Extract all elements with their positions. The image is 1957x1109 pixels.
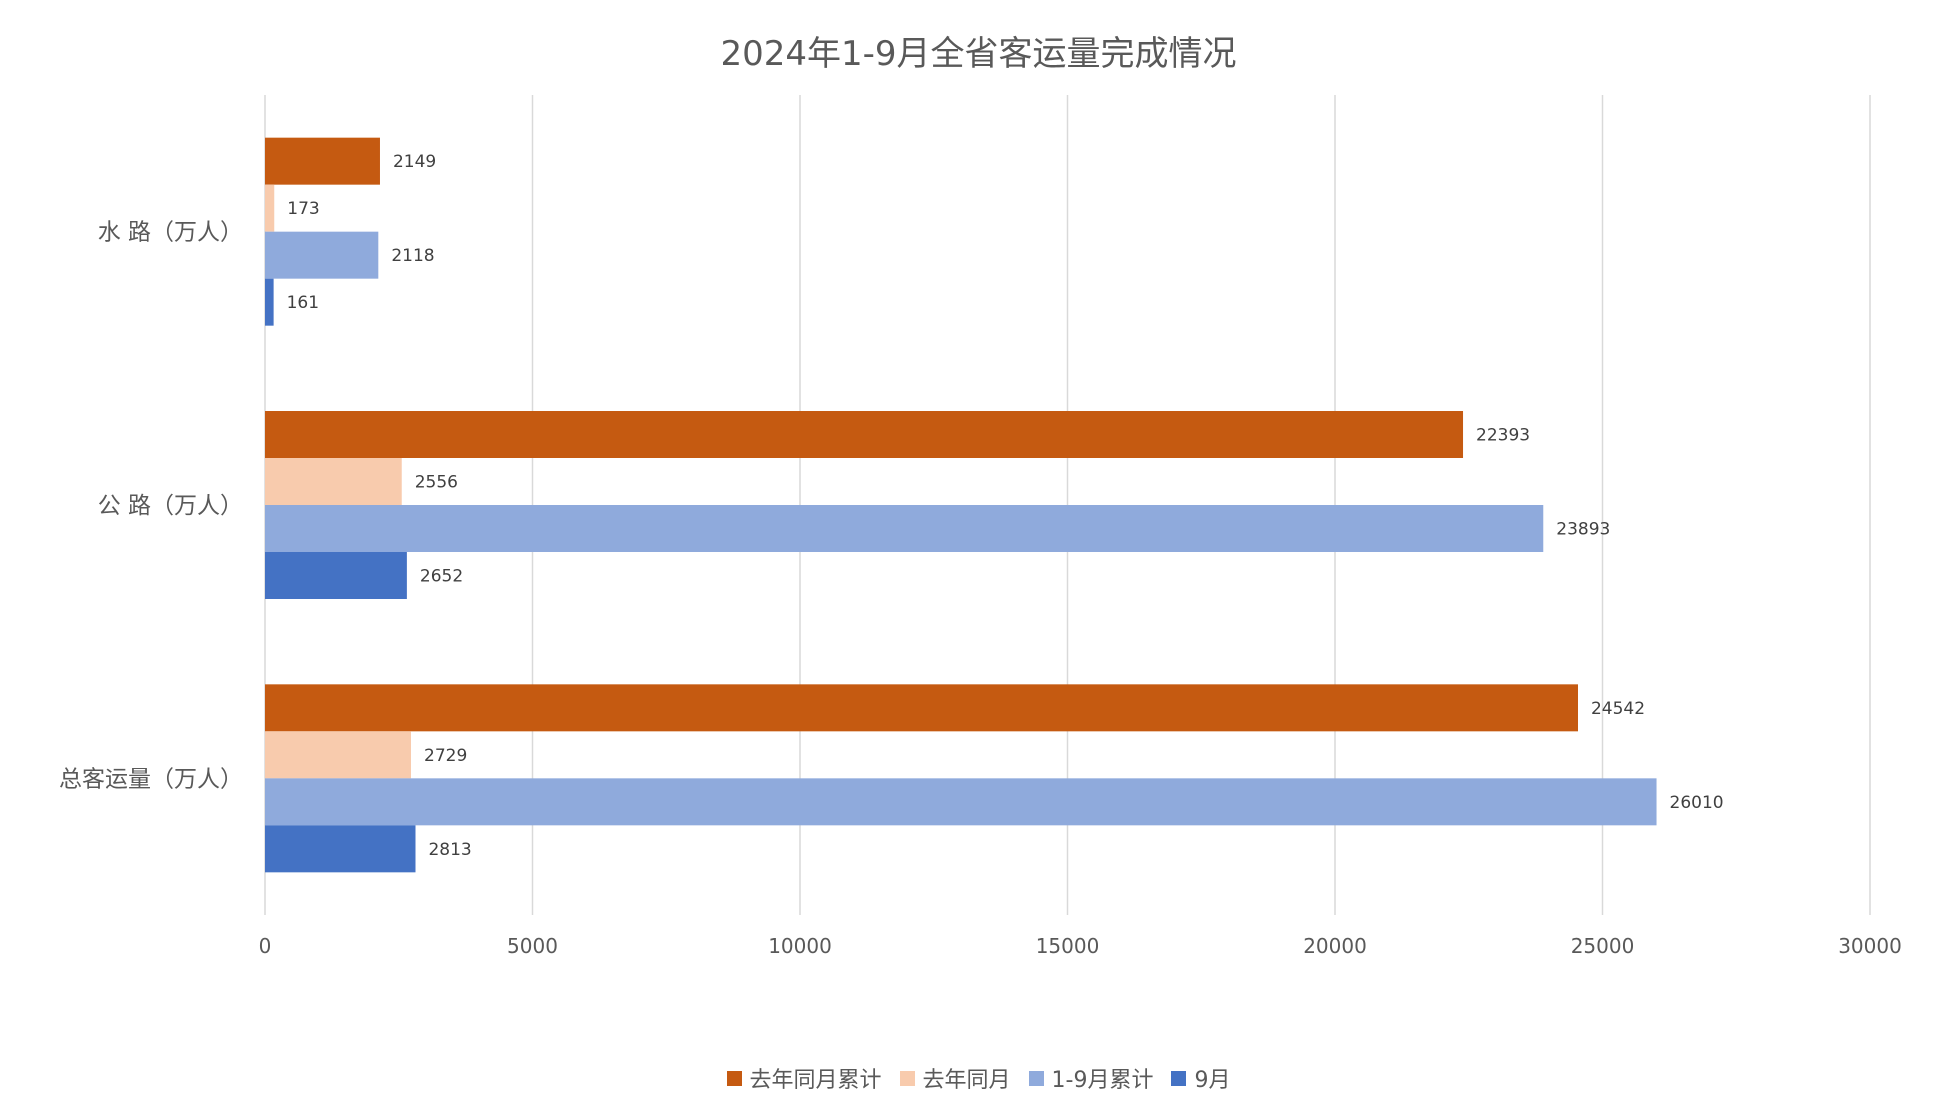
- x-tick-label-6: 30000: [1838, 934, 1902, 958]
- data-label-2-0: 24542: [1591, 699, 1645, 719]
- x-tick-label-2: 10000: [768, 934, 832, 958]
- bar-0-2: [265, 231, 379, 279]
- legend-item-1: 去年同月: [899, 1062, 1011, 1094]
- data-label-1-1: 2556: [415, 473, 458, 493]
- x-tick-label-3: 15000: [1036, 934, 1100, 958]
- bar-2-3: [265, 825, 416, 873]
- bar-0-3: [265, 278, 274, 326]
- chart-title: 2024年1-9月全省客运量完成情况: [720, 34, 1237, 74]
- data-label-2-3: 2813: [428, 840, 471, 860]
- bar-1-3: [265, 552, 407, 599]
- axes: 0 5000 10000 15000 20000 25000 30000 水 路（万人） 公 路…: [59, 220, 1902, 958]
- legend-item-0: 去年同月累计: [726, 1062, 882, 1094]
- category-label-1: 公 路（万人）: [98, 493, 243, 519]
- x-tick-label-4: 20000: [1303, 934, 1367, 958]
- category-label-2: 总客运量（万人）: [59, 766, 243, 792]
- legend-label-2: 1-9月累计: [1051, 1068, 1154, 1093]
- legend-item-3: 9月: [1171, 1062, 1230, 1094]
- x-tick-label-1: 5000: [507, 934, 558, 958]
- legend-label-1: 去年同月: [922, 1068, 1011, 1093]
- data-label-1-2: 23893: [1556, 520, 1610, 540]
- legend-swatch-0: [726, 1070, 742, 1086]
- bars: [265, 137, 1657, 873]
- legend-label-3: 9月: [1194, 1068, 1231, 1093]
- legend: 去年同月累计 去年同月 1-9月累计 9月: [0, 1062, 1957, 1094]
- data-label-2-1: 2729: [424, 746, 467, 766]
- legend-label-0: 去年同月累计: [749, 1068, 882, 1093]
- bar-0-1: [265, 184, 275, 232]
- data-label-0-2: 2118: [391, 246, 434, 266]
- bar-2-1: [265, 731, 412, 779]
- bar-1-1: [265, 458, 402, 505]
- data-label-2-2: 26010: [1670, 793, 1724, 813]
- x-tick-label-0: 0: [259, 934, 272, 958]
- bar-0-0: [265, 137, 380, 185]
- bar-1-0: [265, 411, 1464, 458]
- data-label-1-3: 2652: [420, 567, 463, 587]
- bar-2-0: [265, 684, 1578, 732]
- legend-swatch-2: [1028, 1070, 1044, 1086]
- category-label-0: 水 路（万人）: [98, 220, 243, 246]
- legend-swatch-3: [1171, 1070, 1187, 1086]
- bar-1-2: [265, 505, 1544, 552]
- data-labels: 2149 173 2118 161 22393 2556 23893 2652 24542 272…: [287, 152, 1724, 860]
- data-label-1-0: 22393: [1476, 426, 1530, 446]
- data-label-0-0: 2149: [393, 152, 436, 172]
- legend-item-2: 1-9月累计: [1028, 1062, 1154, 1094]
- x-tick-label-5: 25000: [1571, 934, 1635, 958]
- data-label-0-1: 173: [287, 199, 319, 219]
- bar-2-2: [265, 778, 1657, 826]
- legend-swatch-1: [899, 1070, 915, 1086]
- data-label-0-3: 161: [287, 293, 319, 313]
